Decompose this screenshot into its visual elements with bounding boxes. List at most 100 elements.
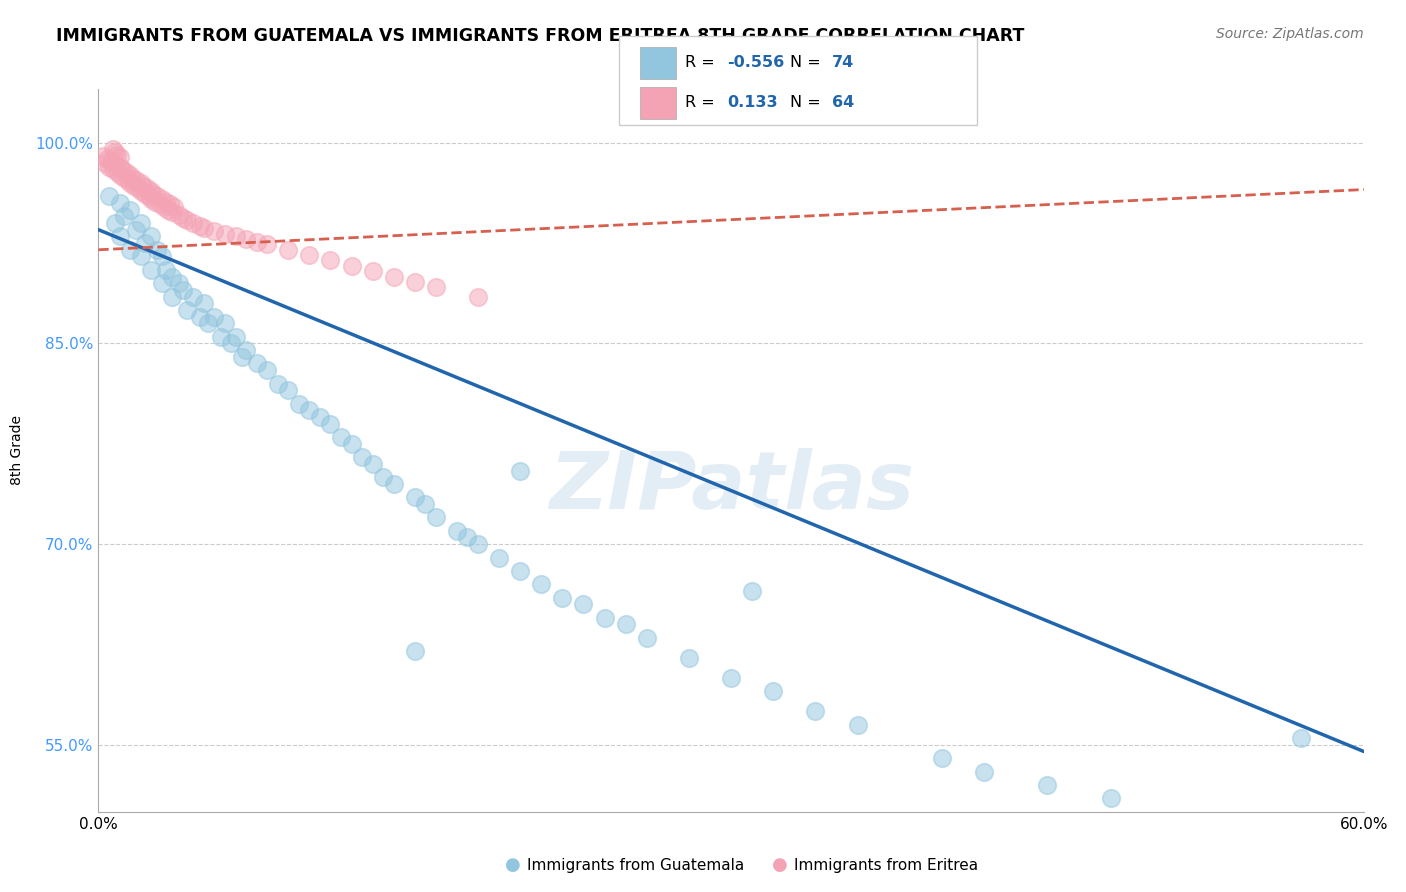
Point — [256, 237, 278, 252]
Point — [167, 208, 190, 222]
Point — [125, 173, 148, 187]
Point — [141, 184, 163, 198]
Text: IMMIGRANTS FROM GUATEMALA VS IMMIGRANTS FROM ERITREA 8TH GRADE CORRELATION CHART: IMMIGRANTS FROM GUATEMALA VS IMMIGRANTS … — [56, 27, 1025, 45]
Point — [1099, 791, 1122, 805]
Point — [214, 317, 236, 331]
Point — [124, 178, 146, 193]
Point — [361, 457, 384, 471]
Point — [125, 223, 148, 237]
Point — [330, 430, 353, 444]
Text: 74: 74 — [832, 55, 855, 70]
Point — [204, 224, 226, 238]
Point — [193, 296, 215, 310]
Point — [96, 152, 118, 166]
Point — [509, 564, 531, 578]
Point — [931, 751, 953, 765]
Point — [104, 216, 127, 230]
Text: ●: ● — [772, 856, 789, 874]
Point — [107, 147, 129, 162]
Point — [162, 205, 183, 219]
Point — [141, 262, 163, 277]
Point — [136, 181, 159, 195]
Point — [551, 591, 574, 605]
Point — [134, 235, 156, 250]
Text: ZIPatlas: ZIPatlas — [548, 448, 914, 525]
Point — [108, 168, 131, 182]
Point — [115, 165, 138, 179]
Point — [287, 396, 309, 410]
Point — [117, 173, 139, 187]
Point — [340, 436, 363, 450]
Point — [112, 170, 135, 185]
Point — [467, 289, 489, 303]
Point — [425, 510, 447, 524]
Point — [108, 160, 131, 174]
Point — [188, 219, 211, 233]
Point — [382, 477, 405, 491]
Point — [361, 264, 384, 278]
Point — [741, 583, 763, 598]
Point — [129, 216, 152, 230]
Point — [183, 216, 205, 230]
Point — [456, 530, 478, 544]
Text: Immigrants from Guatemala: Immigrants from Guatemala — [527, 858, 745, 872]
Point — [93, 155, 117, 169]
Point — [108, 229, 131, 244]
Point — [509, 464, 531, 478]
Point — [167, 277, 190, 291]
Text: N =: N = — [790, 55, 827, 70]
Point — [162, 269, 183, 284]
Point — [352, 450, 374, 464]
Point — [134, 186, 156, 201]
Point — [120, 202, 141, 217]
Point — [104, 157, 127, 171]
Point — [404, 491, 426, 505]
Text: Source: ZipAtlas.com: Source: ZipAtlas.com — [1216, 27, 1364, 41]
Point — [277, 243, 299, 257]
Point — [120, 243, 141, 257]
Text: 0.133: 0.133 — [727, 95, 778, 111]
Point — [231, 350, 253, 364]
Point — [973, 764, 995, 779]
Text: N =: N = — [790, 95, 827, 111]
Point — [1289, 731, 1312, 746]
Point — [183, 289, 205, 303]
Point — [804, 705, 827, 719]
Point — [111, 162, 132, 177]
Point — [129, 184, 152, 198]
Point — [193, 221, 215, 235]
Point — [91, 149, 114, 163]
Point — [614, 617, 637, 632]
Point — [112, 210, 135, 224]
Point — [162, 289, 183, 303]
Point — [593, 611, 616, 625]
Point — [204, 310, 226, 324]
Point — [142, 186, 165, 201]
Point — [155, 262, 177, 277]
Point — [159, 197, 181, 211]
Point — [107, 165, 129, 179]
Point — [153, 200, 176, 214]
Point — [636, 631, 658, 645]
Point — [150, 250, 173, 264]
Point — [298, 403, 321, 417]
Point — [121, 170, 143, 185]
Point — [678, 651, 700, 665]
Text: R =: R = — [685, 95, 720, 111]
Text: ●: ● — [505, 856, 522, 874]
Point — [319, 253, 342, 268]
Point — [209, 330, 232, 344]
Point — [141, 192, 163, 206]
Point — [225, 330, 247, 344]
Point — [219, 336, 243, 351]
Point — [146, 243, 169, 257]
Point — [108, 151, 131, 165]
Point — [267, 376, 290, 391]
Point — [157, 202, 180, 217]
Point — [319, 417, 342, 431]
Point — [309, 410, 332, 425]
Point — [176, 213, 198, 227]
Point — [846, 718, 869, 732]
Point — [413, 497, 436, 511]
Point — [138, 189, 160, 203]
